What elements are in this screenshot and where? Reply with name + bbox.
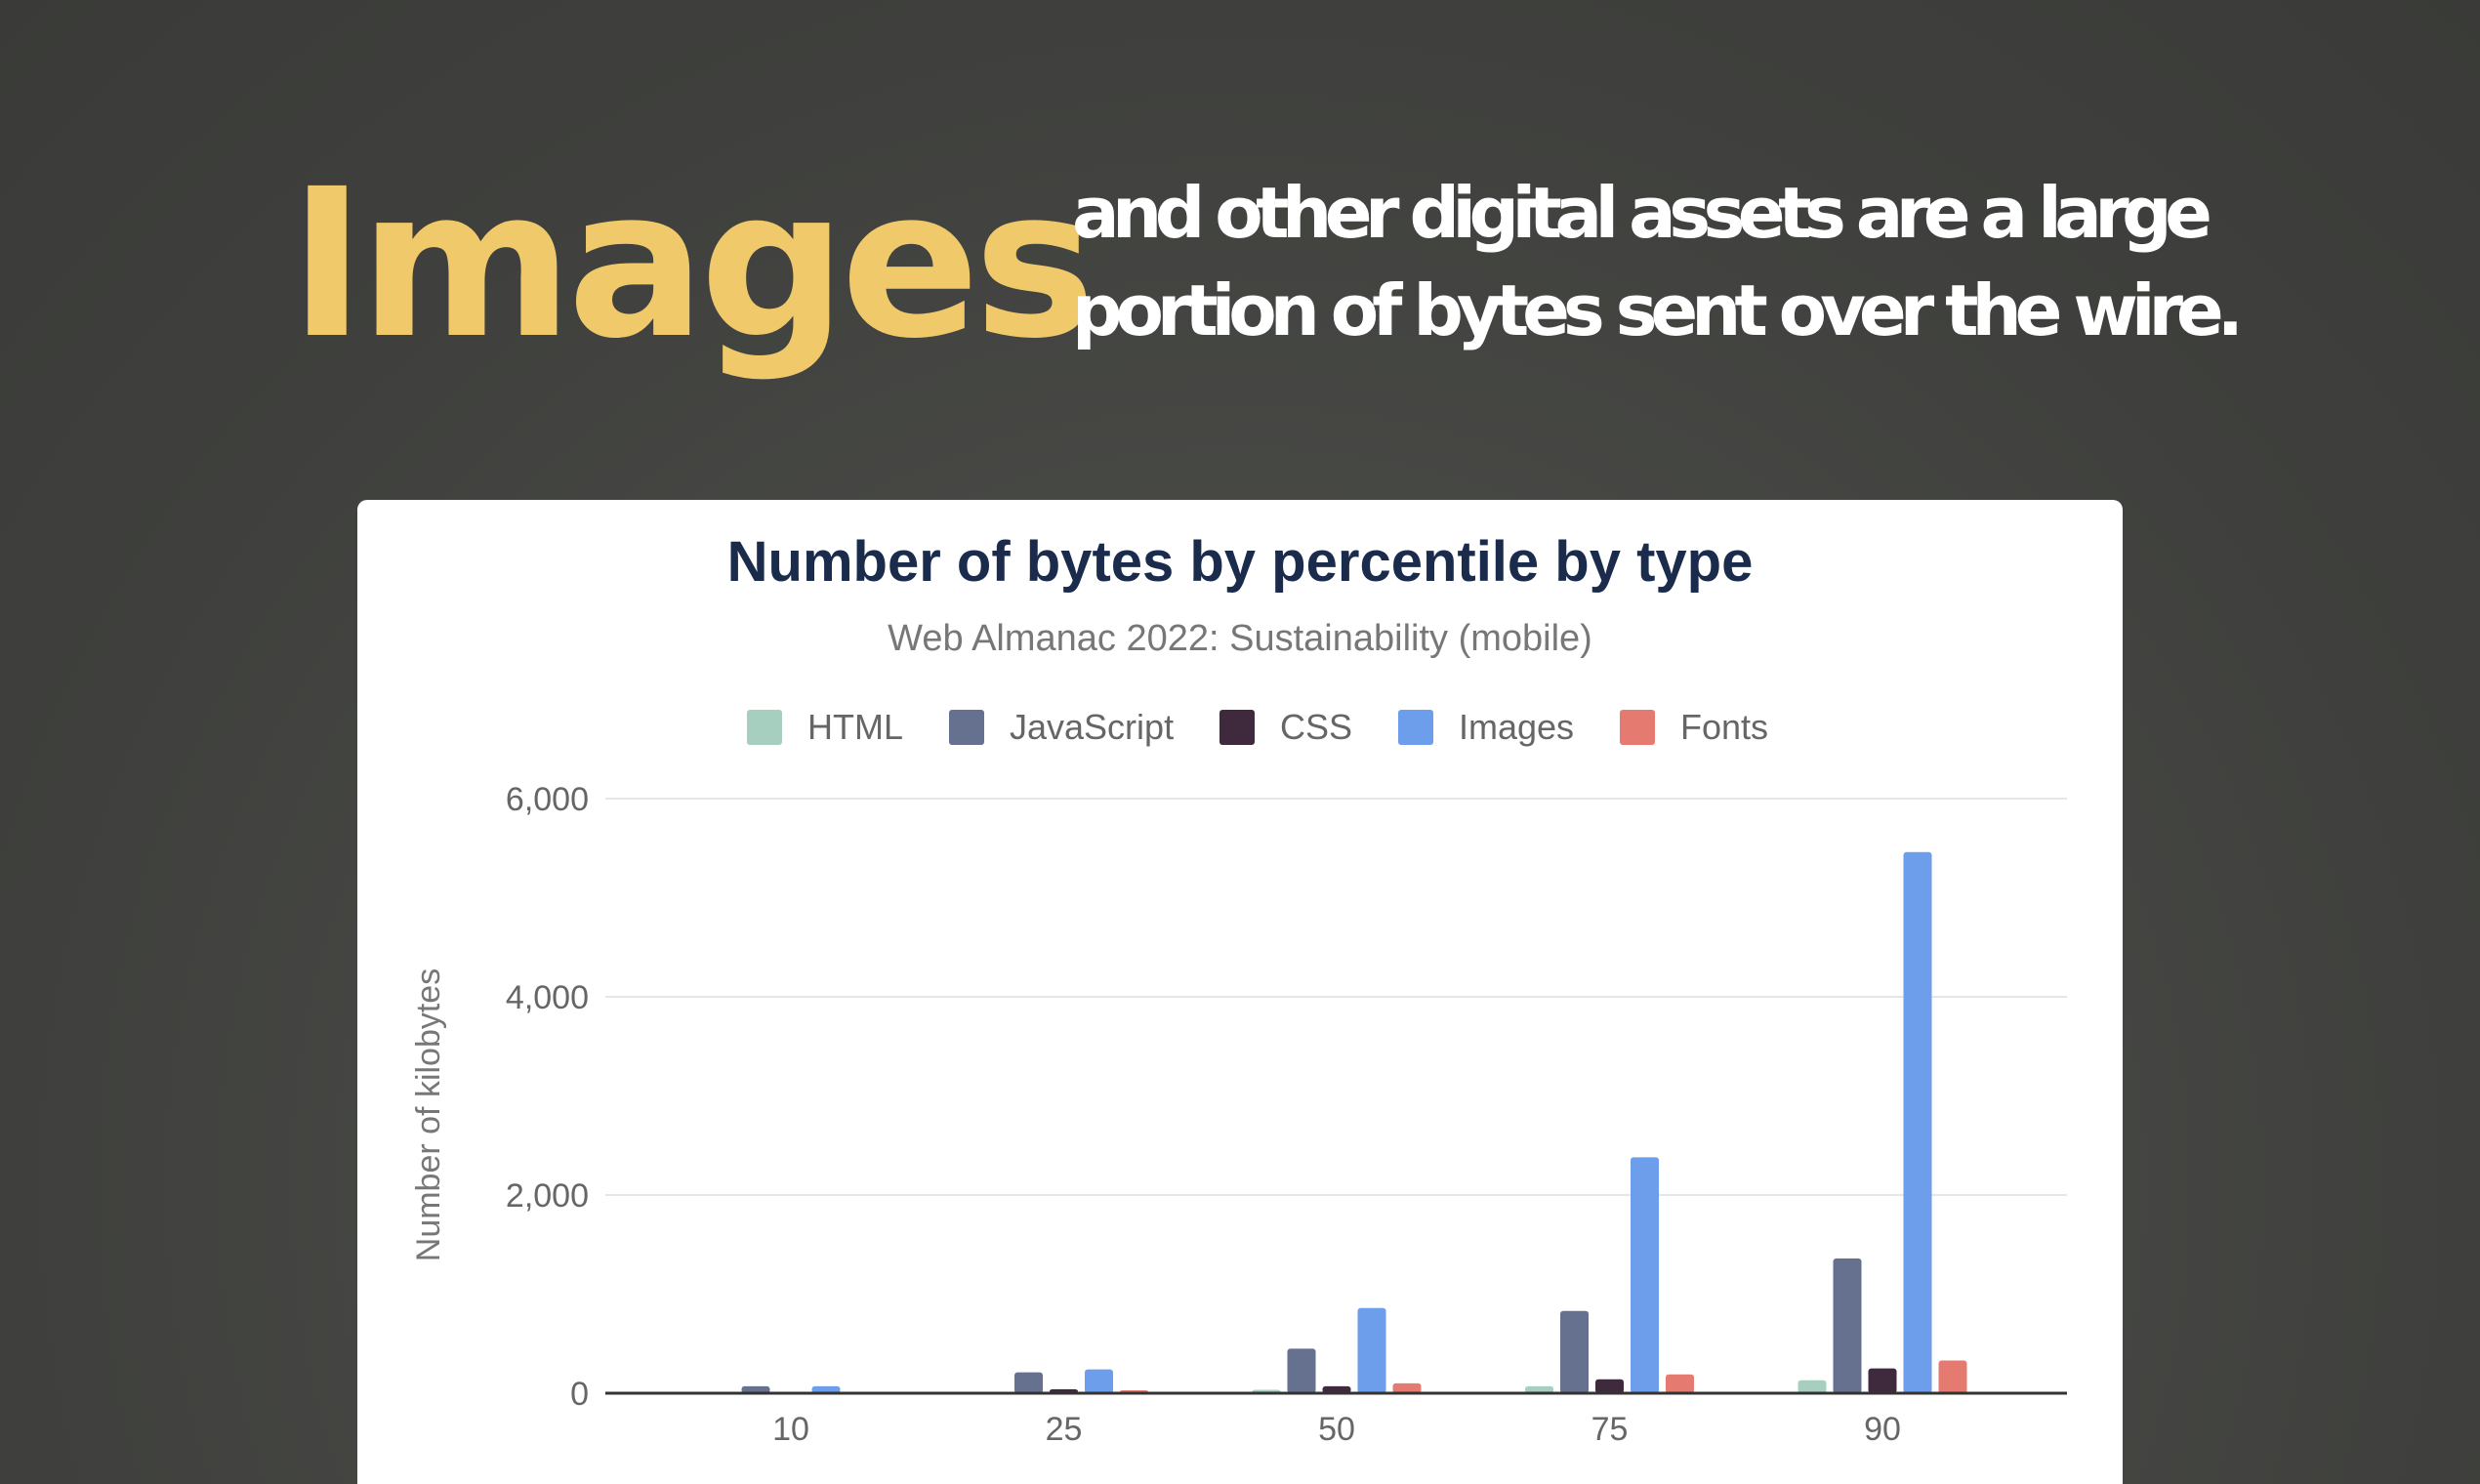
legend-swatch xyxy=(747,710,782,745)
x-tick-label: 25 xyxy=(1046,1411,1083,1448)
bar xyxy=(1525,1385,1553,1393)
bar xyxy=(1798,1380,1827,1393)
chart-card xyxy=(357,500,2123,1484)
bar xyxy=(1833,1257,1862,1393)
legend-swatch xyxy=(1398,710,1433,745)
y-tick-label: 0 xyxy=(570,1376,589,1413)
headline-word: Images xyxy=(289,144,1090,384)
bar xyxy=(811,1385,841,1393)
legend-swatch xyxy=(1620,710,1655,745)
headline-line: portion of bytes sent over the wire. xyxy=(1072,269,2244,351)
bar xyxy=(1938,1360,1967,1393)
y-axis-label: Number of kilobytes xyxy=(410,969,447,1261)
bar xyxy=(1868,1368,1897,1393)
legend-label: HTML xyxy=(807,707,903,747)
bar xyxy=(1595,1379,1624,1393)
bar xyxy=(1560,1310,1589,1393)
y-tick-label: 6,000 xyxy=(506,781,589,818)
bar xyxy=(1014,1372,1043,1393)
bar xyxy=(1357,1307,1386,1393)
bar xyxy=(1666,1374,1694,1393)
legend-swatch xyxy=(949,710,984,745)
x-tick-label: 10 xyxy=(772,1411,809,1448)
legend-label: CSS xyxy=(1280,707,1352,747)
chart-subtitle: Web Almanac 2022: Sustainability (mobile… xyxy=(888,618,1592,659)
legend-swatch xyxy=(1219,710,1255,745)
y-tick-label: 2,000 xyxy=(506,1177,589,1215)
bar xyxy=(1631,1157,1659,1393)
chart-title: Number of bytes by percentile by type xyxy=(727,530,1754,594)
y-tick-label: 4,000 xyxy=(506,979,589,1016)
bar xyxy=(741,1385,770,1393)
bar xyxy=(1085,1369,1113,1393)
legend-label: JavaScript xyxy=(1010,707,1174,747)
x-tick-label: 50 xyxy=(1318,1411,1355,1448)
x-tick-label: 90 xyxy=(1864,1411,1901,1448)
legend-label: Fonts xyxy=(1680,707,1768,747)
bar xyxy=(1287,1348,1316,1393)
x-tick-label: 75 xyxy=(1591,1411,1629,1448)
bar xyxy=(1903,851,1932,1393)
bar xyxy=(1392,1382,1422,1393)
bar xyxy=(1322,1385,1351,1393)
legend-label: Images xyxy=(1459,707,1574,747)
headline-line: and other digital assets are a large xyxy=(1072,172,2212,254)
